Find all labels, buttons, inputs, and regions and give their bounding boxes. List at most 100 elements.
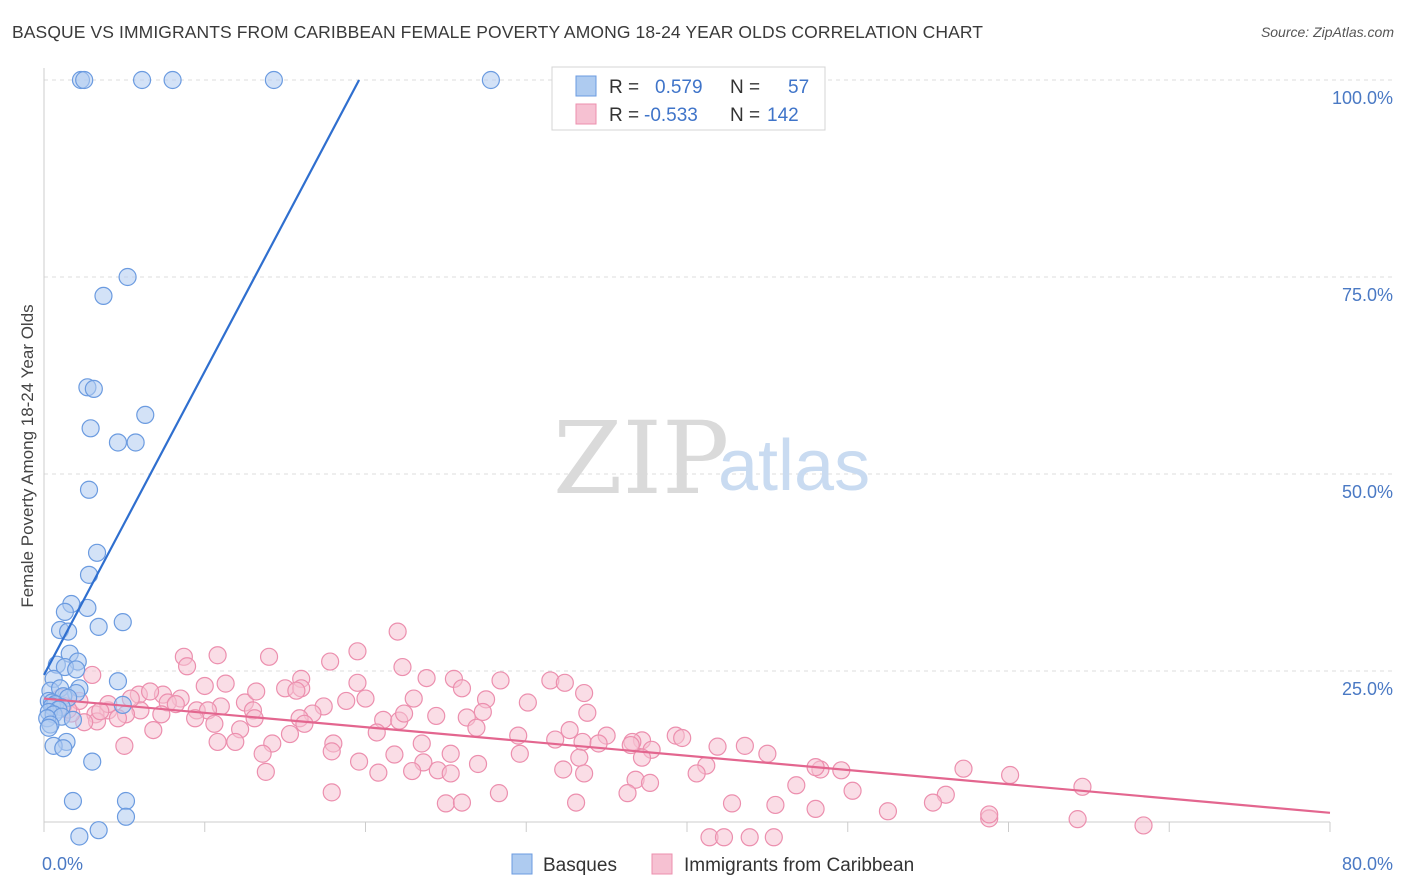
caribbean-point-0 bbox=[388, 622, 407, 641]
basques-point-55 bbox=[63, 791, 83, 811]
basques-point-13 bbox=[126, 433, 145, 452]
caribbean-point-93 bbox=[369, 763, 388, 782]
caribbean-point-89 bbox=[687, 764, 706, 783]
caribbean-point-94 bbox=[575, 764, 594, 783]
legend-swatch-caribbean bbox=[575, 103, 597, 125]
caribbean-point-4 bbox=[259, 647, 279, 666]
caribbean-point-70 bbox=[115, 736, 134, 755]
gridlines bbox=[44, 79, 1394, 672]
caribbean-point-108 bbox=[766, 795, 785, 815]
x-axis-ticks bbox=[43, 68, 1331, 832]
basques-point-57 bbox=[116, 807, 136, 826]
caribbean-point-132 bbox=[287, 681, 306, 700]
basques-point-15 bbox=[87, 543, 107, 562]
caribbean-point-19 bbox=[452, 679, 472, 698]
basques-point-9 bbox=[84, 379, 103, 398]
y-tick-label-75: 75.0% bbox=[1342, 285, 1393, 305]
caribbean-point-101 bbox=[489, 784, 509, 803]
caribbean-point-75 bbox=[441, 744, 460, 763]
caribbean-point-8 bbox=[83, 665, 102, 685]
caribbean-point-12 bbox=[491, 671, 510, 690]
caribbean-point-16 bbox=[195, 676, 214, 696]
basques-point-14 bbox=[79, 480, 99, 499]
watermark-zip: ZIP bbox=[553, 400, 729, 517]
basques-point-56 bbox=[116, 791, 136, 811]
caribbean-point-85 bbox=[554, 760, 573, 779]
caribbean-point-103 bbox=[322, 783, 341, 802]
basques-point-29 bbox=[108, 672, 128, 691]
watermark: ZIP atlas bbox=[553, 400, 870, 517]
y-axis-tick-labels: 25.0% 50.0% 75.0% 100.0% bbox=[1332, 88, 1393, 699]
caribbean-point-130 bbox=[394, 704, 414, 723]
y-tick-label-100: 100.0% bbox=[1332, 88, 1393, 108]
caribbean-point-74 bbox=[322, 742, 341, 761]
basques-point-3 bbox=[163, 70, 182, 90]
caribbean-point-106 bbox=[566, 793, 586, 812]
bottom-legend-swatch-basques bbox=[511, 853, 533, 875]
caribbean-point-128 bbox=[467, 718, 486, 737]
caribbean-point-119 bbox=[923, 793, 943, 812]
trendline-basques bbox=[43, 79, 361, 676]
source-credit: Source: ZipAtlas.com bbox=[1260, 24, 1394, 40]
legend-box bbox=[551, 66, 826, 131]
caribbean-point-110 bbox=[878, 802, 898, 821]
caribbean-point-144 bbox=[708, 737, 727, 756]
bottom-legend-swatch-caribbean bbox=[651, 853, 673, 875]
caribbean-point-69 bbox=[412, 734, 431, 753]
basques-point-1 bbox=[75, 70, 94, 90]
caribbean-point-124 bbox=[735, 736, 754, 755]
caribbean-point-98 bbox=[787, 776, 806, 795]
basques-point-20 bbox=[113, 613, 132, 632]
caribbean-point-100 bbox=[618, 784, 637, 803]
caribbean-point-15 bbox=[348, 673, 367, 692]
basques-point-54 bbox=[83, 752, 102, 771]
series-caribbean-points bbox=[50, 622, 1153, 847]
basques-point-59 bbox=[70, 827, 89, 846]
basques-point-7 bbox=[94, 286, 113, 306]
caribbean-point-133 bbox=[247, 682, 266, 701]
caribbean-point-121 bbox=[1001, 765, 1020, 785]
caribbean-point-104 bbox=[436, 794, 455, 813]
legend-n-value-basques: 57 bbox=[788, 77, 809, 98]
caribbean-point-78 bbox=[570, 748, 589, 767]
caribbean-point-57 bbox=[560, 720, 579, 740]
caribbean-point-81 bbox=[632, 748, 652, 767]
caribbean-point-118 bbox=[764, 828, 783, 847]
caribbean-point-7 bbox=[177, 657, 197, 676]
caribbean-point-99 bbox=[843, 781, 862, 800]
legend-r-value-caribbean: -0.533 bbox=[644, 105, 698, 126]
x-tick-label-max: 80.0% bbox=[1342, 854, 1393, 874]
legend-swatch-basques bbox=[575, 75, 597, 97]
basques-point-11 bbox=[81, 419, 100, 438]
caribbean-point-1 bbox=[348, 642, 367, 661]
caribbean-point-56 bbox=[144, 720, 163, 740]
caribbean-point-117 bbox=[740, 828, 759, 847]
basques-point-12 bbox=[108, 433, 128, 452]
series-legend: Basques Immigrants from Caribbean bbox=[511, 853, 914, 876]
caribbean-point-105 bbox=[452, 793, 472, 812]
trendline-caribbean bbox=[43, 697, 1331, 814]
caribbean-point-66 bbox=[280, 724, 300, 744]
caribbean-point-97 bbox=[256, 762, 275, 781]
trendlines bbox=[43, 79, 1331, 814]
basques-point-48 bbox=[63, 710, 83, 729]
caribbean-point-24 bbox=[356, 689, 375, 708]
caribbean-point-72 bbox=[208, 732, 227, 752]
legend-r-value-basques: 0.579 bbox=[655, 77, 703, 98]
caribbean-point-6 bbox=[393, 657, 412, 677]
y-axis-label: Female Poverty Among 18-24 Year Olds bbox=[18, 304, 37, 607]
caribbean-point-120 bbox=[1073, 777, 1092, 796]
basques-point-58 bbox=[89, 821, 108, 840]
caribbean-point-125 bbox=[673, 728, 692, 748]
caribbean-point-43 bbox=[578, 703, 597, 722]
caribbean-point-14 bbox=[555, 673, 574, 692]
caribbean-point-109 bbox=[806, 799, 825, 819]
basques-point-19 bbox=[55, 602, 74, 622]
basques-point-50 bbox=[39, 718, 58, 737]
basques-point-21 bbox=[89, 617, 108, 636]
caribbean-point-116 bbox=[714, 828, 734, 847]
caribbean-point-30 bbox=[166, 694, 185, 714]
y-tick-label-25: 25.0% bbox=[1342, 679, 1393, 699]
caribbean-point-135 bbox=[140, 682, 160, 701]
caribbean-point-77 bbox=[385, 745, 404, 764]
